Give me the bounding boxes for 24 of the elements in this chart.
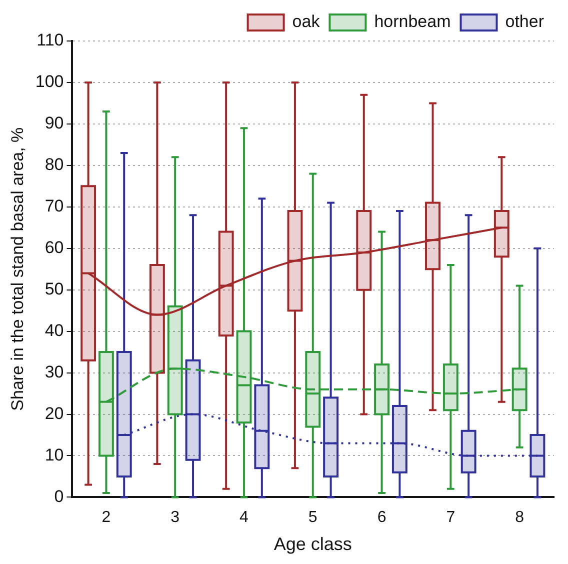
y-axis-title: Share in the total stand basal area, % <box>8 127 27 411</box>
x-tick-label: 6 <box>377 509 386 526</box>
y-tick-label: 30 <box>44 362 64 382</box>
x-tick-label: 2 <box>102 509 111 526</box>
y-tick-label: 10 <box>44 445 64 464</box>
x-axis-title: Age class <box>274 534 352 554</box>
y-tick-label: 40 <box>44 320 64 340</box>
x-tick-label: 8 <box>515 509 524 526</box>
y-tick-label: 0 <box>54 486 64 506</box>
x-tick-label: 3 <box>170 509 180 526</box>
legend-label: oak <box>292 12 320 32</box>
y-tick-label: 110 <box>36 30 64 50</box>
legend-label: hornbeam <box>374 12 451 32</box>
y-tick-label: 80 <box>44 155 64 174</box>
legend-label: other <box>505 12 544 32</box>
y-tick-label: 60 <box>44 238 64 258</box>
y-tick-label: 90 <box>44 114 64 133</box>
x-tick-label: 7 <box>446 509 456 526</box>
y-tick-label: 100 <box>35 72 64 92</box>
y-tick-label: 70 <box>44 196 64 216</box>
x-tick-label: 4 <box>240 509 249 526</box>
x-tick-label: 5 <box>308 509 318 526</box>
y-tick-label: 20 <box>44 404 64 423</box>
y-tick-label: 50 <box>44 280 64 299</box>
